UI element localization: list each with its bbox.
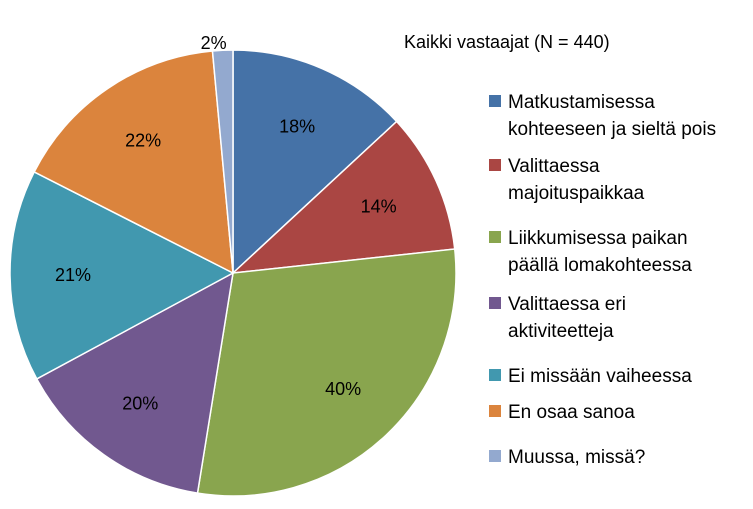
pie-slice [35,271,234,495]
legend-swatch [489,95,501,107]
legend-swatch [489,369,501,381]
pie-slice [33,50,234,275]
legend-item: Ei missään vaiheessa [489,366,692,387]
slice-data-label: 20% [122,393,158,413]
pie-slice [230,120,456,274]
legend-swatch [489,405,501,417]
legend-label: kohteeseen ja sieltä pois [508,119,716,140]
slice-data-label: 18% [279,116,315,136]
legend-label: Liikkumisessa paikan [508,228,688,249]
legend-label: En osaa sanoa [508,402,635,423]
legend-label: Valittaessa eri [508,294,626,315]
legend-item: Muussa, missä? [489,447,645,468]
legend-item: Valittaessa majoituspaikkaa [489,156,645,204]
chart-title: Kaikki vastaajat (N = 440) [404,32,610,52]
slice-data-label: 40% [325,379,361,399]
legend-item: Liikkumisessa paikan päällä lomakohteessa [489,228,692,276]
legend-swatch [489,231,501,243]
legend-swatch [489,159,501,171]
legend-label: Matkustamisessa [508,92,655,113]
pie-slice [196,248,457,497]
pie-slices [9,49,457,497]
pie-slice-labels: 18% 14% 40% 20% 21% 22% 2% [55,33,397,413]
legend-label: Ei missään vaiheessa [508,366,692,387]
pie-slice [211,49,234,274]
legend-label: Valittaessa [508,156,600,177]
legend-item: Matkustamisessa kohteeseen ja sieltä pois [489,92,716,140]
pie-slice [9,170,235,380]
legend-label: Muussa, missä? [508,447,645,468]
legend-label: aktiviteetteja [508,321,614,342]
legend-item: Valittaessa eri aktiviteetteja [489,294,626,342]
slice-data-label: 22% [125,131,161,151]
legend-swatch [489,450,501,462]
legend-swatch [489,297,501,309]
legend-item: En osaa sanoa [489,402,635,423]
legend-label: majoituspaikkaa [508,183,645,204]
slice-data-label: 14% [361,197,397,217]
slice-data-label: 21% [55,265,91,285]
legend: Matkustamisessa kohteeseen ja sieltä pois… [489,92,716,468]
legend-label: päällä lomakohteessa [508,255,692,276]
pie-slice [232,49,398,275]
slice-data-label: 2% [201,33,227,53]
